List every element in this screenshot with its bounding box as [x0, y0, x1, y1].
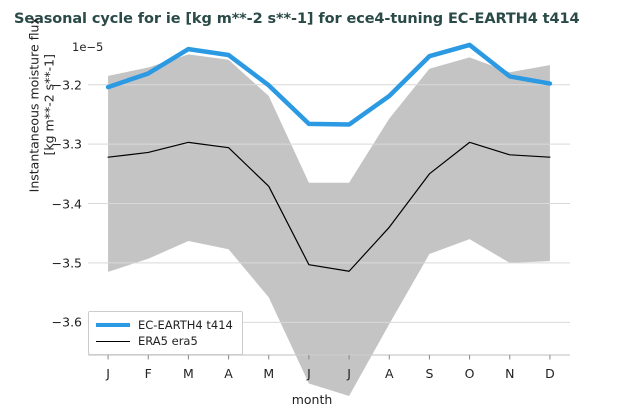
chart-legend: EC-EARTH4 t414 ERA5 era5 [88, 311, 243, 355]
y-axis-label: Instantaneous moisture flux [kg m**-2 s*… [26, 0, 57, 225]
spread-band [108, 54, 550, 396]
y-axis-label-line2: [kg m**-2 s**-1] [41, 54, 56, 156]
x-axis-tick-label: A [384, 366, 394, 381]
x-axis-tick-label: M [183, 366, 194, 381]
legend-label-model: EC-EARTH4 t414 [138, 318, 233, 332]
series-line [105, 42, 553, 127]
x-axis-tick-label: J [347, 366, 351, 381]
chart-title: Seasonal cycle for ie [kg m**-2 s**-1] f… [14, 11, 580, 27]
x-axis-tick-label: D [545, 366, 555, 381]
y-axis-tick-labels: −3.2 −3.3 −3.4 −3.5 −3.6 [20, 0, 82, 416]
y-axis-tick-label: −3.6 [51, 314, 82, 330]
x-axis-tick-label: M [263, 366, 275, 381]
y-axis-tick-label: −3.2 [51, 77, 82, 93]
y-axis-label-line1: Instantaneous moisture flux [26, 17, 42, 193]
x-axis-label: month [291, 392, 333, 407]
x-axis-tick-label: A [224, 366, 233, 381]
x-axis-tick-label: F [144, 366, 152, 381]
legend-item-model: EC-EARTH4 t414 [96, 317, 233, 333]
x-axis-tick-label: O [464, 366, 475, 381]
y-axis-tick-label: −3.5 [51, 255, 82, 271]
legend-swatch-reference [96, 340, 130, 342]
y-axis-tick-label: −3.3 [51, 136, 82, 152]
legend-item-reference: ERA5 era5 [96, 333, 233, 349]
x-axis-tick-label: S [425, 366, 434, 381]
y-axis-offset-label: 1e−5 [72, 40, 104, 54]
x-axis-tick-label: N [505, 366, 515, 381]
legend-label-reference: ERA5 era5 [138, 334, 198, 348]
legend-swatch-model [96, 323, 130, 327]
x-axis-tick-label: J [106, 366, 110, 381]
series-line [107, 141, 551, 272]
y-axis-tick-label: −3.4 [51, 196, 82, 212]
x-axis-tick-label: J [307, 366, 311, 381]
